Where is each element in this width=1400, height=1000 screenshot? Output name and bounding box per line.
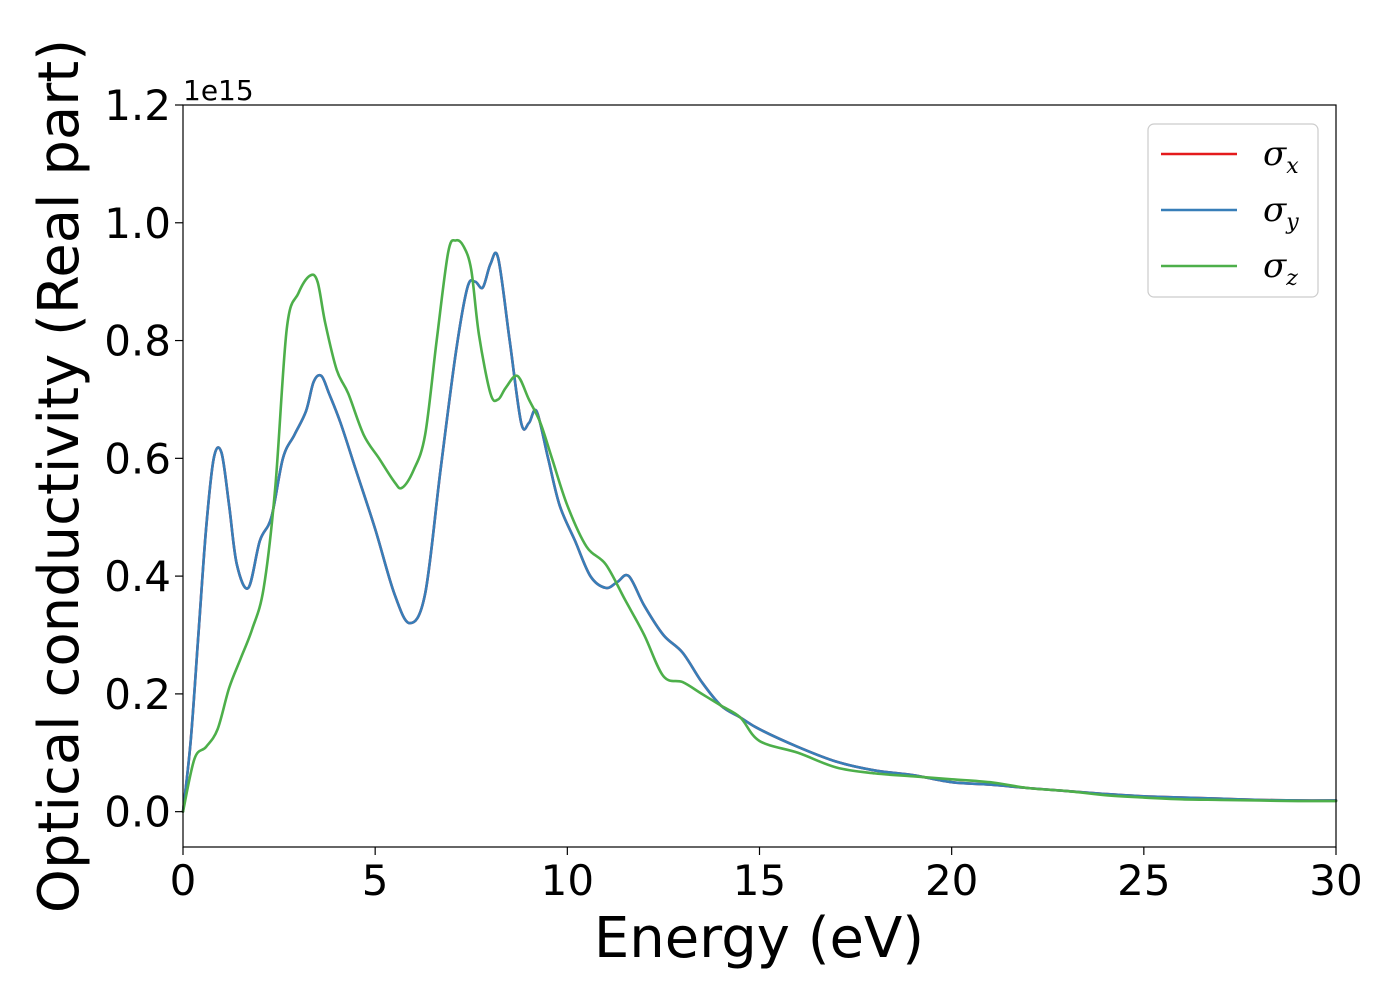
y-tick-label: 1.2 [104, 81, 171, 130]
y-tick-label: 0.8 [104, 317, 171, 366]
x-tick-label: 30 [1309, 856, 1362, 905]
series-line-z [181, 238, 1338, 813]
y-axis-ticks: 0.0 0.2 0.4 0.6 0.8 1.0 1.2 [104, 81, 183, 837]
y-tick-label: 0.0 [104, 788, 171, 837]
x-tick-label: 0 [170, 856, 197, 905]
y-offset-label: 1e15 [183, 74, 254, 107]
legend-label-y: σy [1263, 190, 1299, 235]
legend-label-x: σx [1263, 134, 1299, 179]
legend: σx σy σz [1147, 123, 1319, 298]
x-axis-label: Energy (eV) [594, 906, 924, 971]
x-tick-label: 10 [541, 856, 594, 905]
x-axis-ticks: 0 5 10 15 20 25 30 [170, 847, 1363, 905]
y-axis-label: Optical conductivity (Real part) [27, 39, 92, 913]
y-tick-label: 0.6 [104, 434, 171, 483]
x-tick-label: 15 [733, 856, 786, 905]
x-tick-label: 20 [925, 856, 978, 905]
legend-label-z: σz [1263, 246, 1298, 291]
y-tick-label: 0.4 [104, 552, 171, 601]
x-tick-label: 25 [1117, 856, 1170, 905]
y-tick-label: 1.0 [104, 199, 171, 248]
plot-area [183, 105, 1336, 847]
series-layer [181, 238, 1338, 813]
y-tick-label: 0.2 [104, 670, 171, 719]
x-tick-label: 5 [362, 856, 389, 905]
